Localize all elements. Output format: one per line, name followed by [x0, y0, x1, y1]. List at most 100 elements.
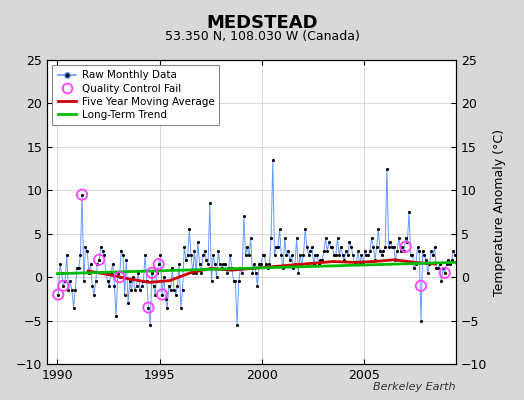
- Point: [449, 248, 457, 254]
- Point: [115, 274, 124, 280]
- Point: [420, 252, 429, 259]
- Point: [320, 248, 328, 254]
- Point: [344, 252, 352, 259]
- Point: [78, 192, 86, 198]
- Point: [192, 270, 200, 276]
- Point: [386, 239, 395, 246]
- Point: [204, 261, 212, 267]
- Point: [335, 252, 343, 259]
- Point: [92, 278, 100, 285]
- Point: [255, 261, 264, 267]
- Point: [151, 291, 159, 298]
- Point: [328, 244, 336, 250]
- Point: [182, 256, 190, 263]
- Point: [83, 248, 91, 254]
- Point: [238, 270, 246, 276]
- Point: [333, 235, 342, 241]
- Point: [301, 226, 309, 232]
- Point: [156, 252, 165, 259]
- Point: [369, 244, 377, 250]
- Y-axis label: Temperature Anomaly (°C): Temperature Anomaly (°C): [493, 128, 506, 296]
- Point: [292, 235, 301, 241]
- Point: [441, 270, 449, 276]
- Point: [371, 256, 379, 263]
- Point: [105, 283, 114, 289]
- Point: [306, 248, 314, 254]
- Point: [310, 261, 318, 267]
- Point: [108, 261, 117, 267]
- Point: [183, 252, 192, 259]
- Point: [110, 283, 118, 289]
- Point: [71, 287, 80, 293]
- Point: [167, 287, 175, 293]
- Point: [103, 278, 112, 285]
- Point: [129, 274, 137, 280]
- Point: [345, 239, 354, 246]
- Point: [342, 248, 350, 254]
- Point: [446, 261, 454, 267]
- Point: [236, 265, 245, 272]
- Text: Berkeley Earth: Berkeley Earth: [374, 382, 456, 392]
- Point: [413, 244, 422, 250]
- Point: [121, 291, 129, 298]
- Point: [102, 270, 110, 276]
- Point: [294, 270, 302, 276]
- Point: [246, 235, 255, 241]
- Point: [59, 283, 68, 289]
- Point: [257, 261, 265, 267]
- Point: [190, 248, 199, 254]
- Point: [168, 265, 177, 272]
- Point: [64, 287, 73, 293]
- Point: [415, 248, 423, 254]
- Point: [374, 226, 383, 232]
- Point: [362, 252, 370, 259]
- Point: [134, 270, 143, 276]
- Point: [388, 244, 396, 250]
- Point: [88, 283, 96, 289]
- Point: [316, 256, 325, 263]
- Point: [107, 270, 115, 276]
- Point: [396, 248, 405, 254]
- Point: [412, 261, 420, 267]
- Point: [354, 248, 362, 254]
- Point: [185, 226, 193, 232]
- Point: [366, 248, 374, 254]
- Point: [74, 265, 83, 272]
- Point: [81, 244, 90, 250]
- Point: [265, 261, 274, 267]
- Point: [405, 209, 413, 215]
- Point: [287, 252, 296, 259]
- Point: [76, 252, 84, 259]
- Point: [417, 317, 425, 324]
- Point: [434, 265, 442, 272]
- Point: [68, 287, 76, 293]
- Point: [61, 278, 69, 285]
- Point: [269, 157, 277, 163]
- Point: [219, 261, 227, 267]
- Point: [233, 322, 241, 328]
- Point: [422, 256, 430, 263]
- Point: [351, 261, 359, 267]
- Text: MEDSTEAD: MEDSTEAD: [206, 14, 318, 32]
- Point: [378, 252, 386, 259]
- Point: [226, 252, 234, 259]
- Point: [195, 261, 204, 267]
- Point: [205, 200, 214, 206]
- Point: [451, 252, 459, 259]
- Point: [85, 270, 93, 276]
- Point: [197, 270, 205, 276]
- Point: [165, 283, 173, 289]
- Point: [242, 252, 250, 259]
- Point: [419, 248, 427, 254]
- Point: [373, 244, 381, 250]
- Point: [260, 252, 268, 259]
- Point: [90, 291, 98, 298]
- Point: [224, 265, 233, 272]
- Point: [141, 252, 149, 259]
- Point: [69, 304, 78, 311]
- Point: [282, 252, 291, 259]
- Point: [313, 252, 321, 259]
- Point: [311, 252, 320, 259]
- Point: [95, 256, 103, 263]
- Point: [347, 244, 355, 250]
